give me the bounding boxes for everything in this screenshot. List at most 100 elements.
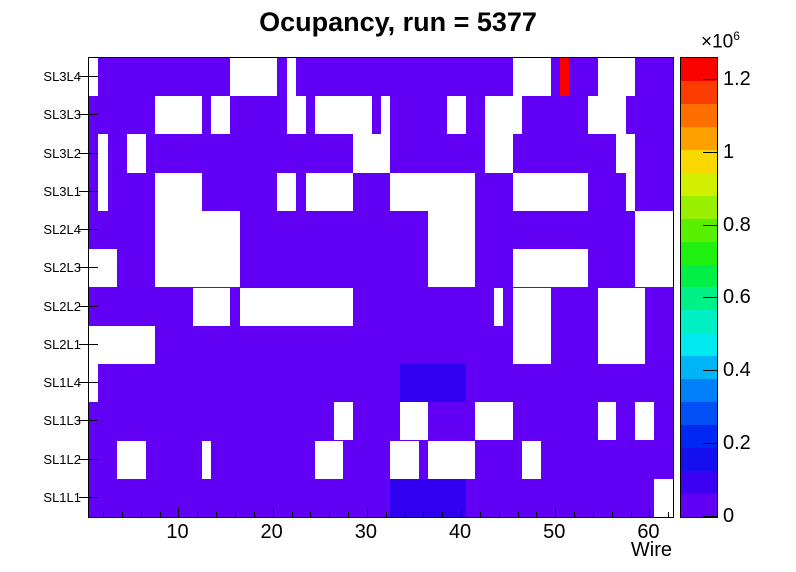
red-hot-cell [559,58,570,97]
x-axis-minor-tick [611,512,613,517]
colorbar-band [681,310,717,334]
y-axis-tick [79,190,98,192]
empty-cell [512,58,551,97]
colorbar-tick [703,370,717,372]
empty-cell [154,96,203,135]
colorbar-power-exponent: 6 [733,29,740,43]
x-axis-tick-label: 50 [543,521,566,543]
colorbar-tick [703,224,717,226]
empty-cell [428,440,476,479]
heatmap-row-SL2L1 [89,325,673,364]
empty-cell [484,96,523,135]
colorbar-tick [703,78,717,80]
y-axis-row-label: SL3L1 [43,183,81,199]
colorbar-tick-label: 1 [723,140,735,163]
y-axis-row-label: SL2L2 [43,298,81,314]
empty-cell [98,134,108,173]
x-axis-minor-tick [668,512,670,517]
x-axis-minor-tick [310,512,312,517]
empty-cell [635,249,673,288]
empty-cell [597,287,645,326]
colorbar-band [681,57,717,81]
x-axis-minor-tick [442,512,444,517]
blue-hot-cell [390,478,466,517]
y-axis-tick [79,267,98,269]
x-axis-minor-tick [103,512,105,517]
x-axis-minor-tick [121,512,123,517]
heatmap-row-SL3L4 [89,58,673,97]
empty-cell [154,210,240,250]
colorbar-band [681,333,717,357]
empty-cell [484,134,513,173]
x-axis-tick-label: 20 [260,521,283,543]
x-axis-minor-tick [574,512,576,517]
heatmap-row-SL2L4 [89,210,673,250]
x-axis-minor-tick [423,512,425,517]
y-axis-tick [79,458,98,460]
x-axis-major-tick [461,508,463,517]
x-axis-major-tick [649,508,651,517]
x-axis-minor-tick [498,512,500,517]
empty-cell [597,58,636,97]
x-axis-minor-tick [348,512,350,517]
y-axis-tick [79,343,98,345]
colorbar-tick-label: 0.2 [723,432,751,455]
empty-cell [126,134,146,173]
y-axis-row-label: SL2L4 [43,222,81,238]
colorbar-band [681,218,717,242]
colorbar-band [681,264,717,288]
empty-cell [494,287,504,326]
empty-cell [117,440,146,479]
heatmap-plot-area [88,57,674,518]
empty-cell [512,172,589,211]
empty-cell [154,172,203,211]
y-axis-row-label: SL1L2 [43,451,81,467]
colorbar-band [681,448,717,472]
colorbar [680,57,718,518]
empty-cell [475,402,513,441]
empty-cell [333,402,353,441]
x-axis-minor-tick [253,512,255,517]
y-axis-row-label: SL3L2 [43,145,81,161]
empty-cell [390,440,419,479]
heatmap-row-SL2L3 [89,249,673,288]
x-axis-minor-tick [216,512,218,517]
empty-cell [654,478,673,517]
colorbar-band [681,379,717,403]
heatmap-row-SL3L2 [89,134,673,173]
empty-cell [154,249,240,288]
empty-cell [428,249,476,288]
colorbar-tick-label: 0 [723,505,735,527]
x-axis-tick-label: 40 [448,521,472,543]
empty-cell [277,172,297,211]
x-axis-tick-label: 60 [637,521,660,543]
colorbar-band [681,287,717,311]
empty-cell [305,172,353,211]
plot-title: Ocupancy, run = 5377 [259,7,537,37]
colorbar-tick-label: 0.8 [723,213,751,236]
y-axis-row-label: SL3L4 [43,69,81,85]
heatmap-row-SL1L2 [89,440,673,479]
x-axis-tick-label: 10 [166,521,189,543]
x-axis-minor-tick [536,512,538,517]
x-axis-major-tick [272,508,274,517]
empty-cell [512,325,551,364]
x-axis-minor-tick [385,512,387,517]
x-axis-title: Wire [630,539,672,561]
empty-cell [522,440,542,479]
colorbar-band [681,149,717,173]
x-axis-minor-tick [479,512,481,517]
empty-cell [239,287,353,326]
x-axis-minor-tick [592,512,594,517]
empty-cell [192,287,231,326]
y-axis-tick [79,76,98,78]
y-axis-tick [79,152,98,154]
y-axis-row-label: SL3L3 [43,107,81,123]
empty-cell [315,96,372,135]
y-axis-tick [79,496,98,498]
heatmap-row-SL1L1 [89,478,673,517]
colorbar-band [681,195,717,219]
colorbar-tick-label: 1.2 [723,67,751,90]
heatmap-row-SL1L4 [89,363,673,403]
colorbar-tick [703,151,717,153]
